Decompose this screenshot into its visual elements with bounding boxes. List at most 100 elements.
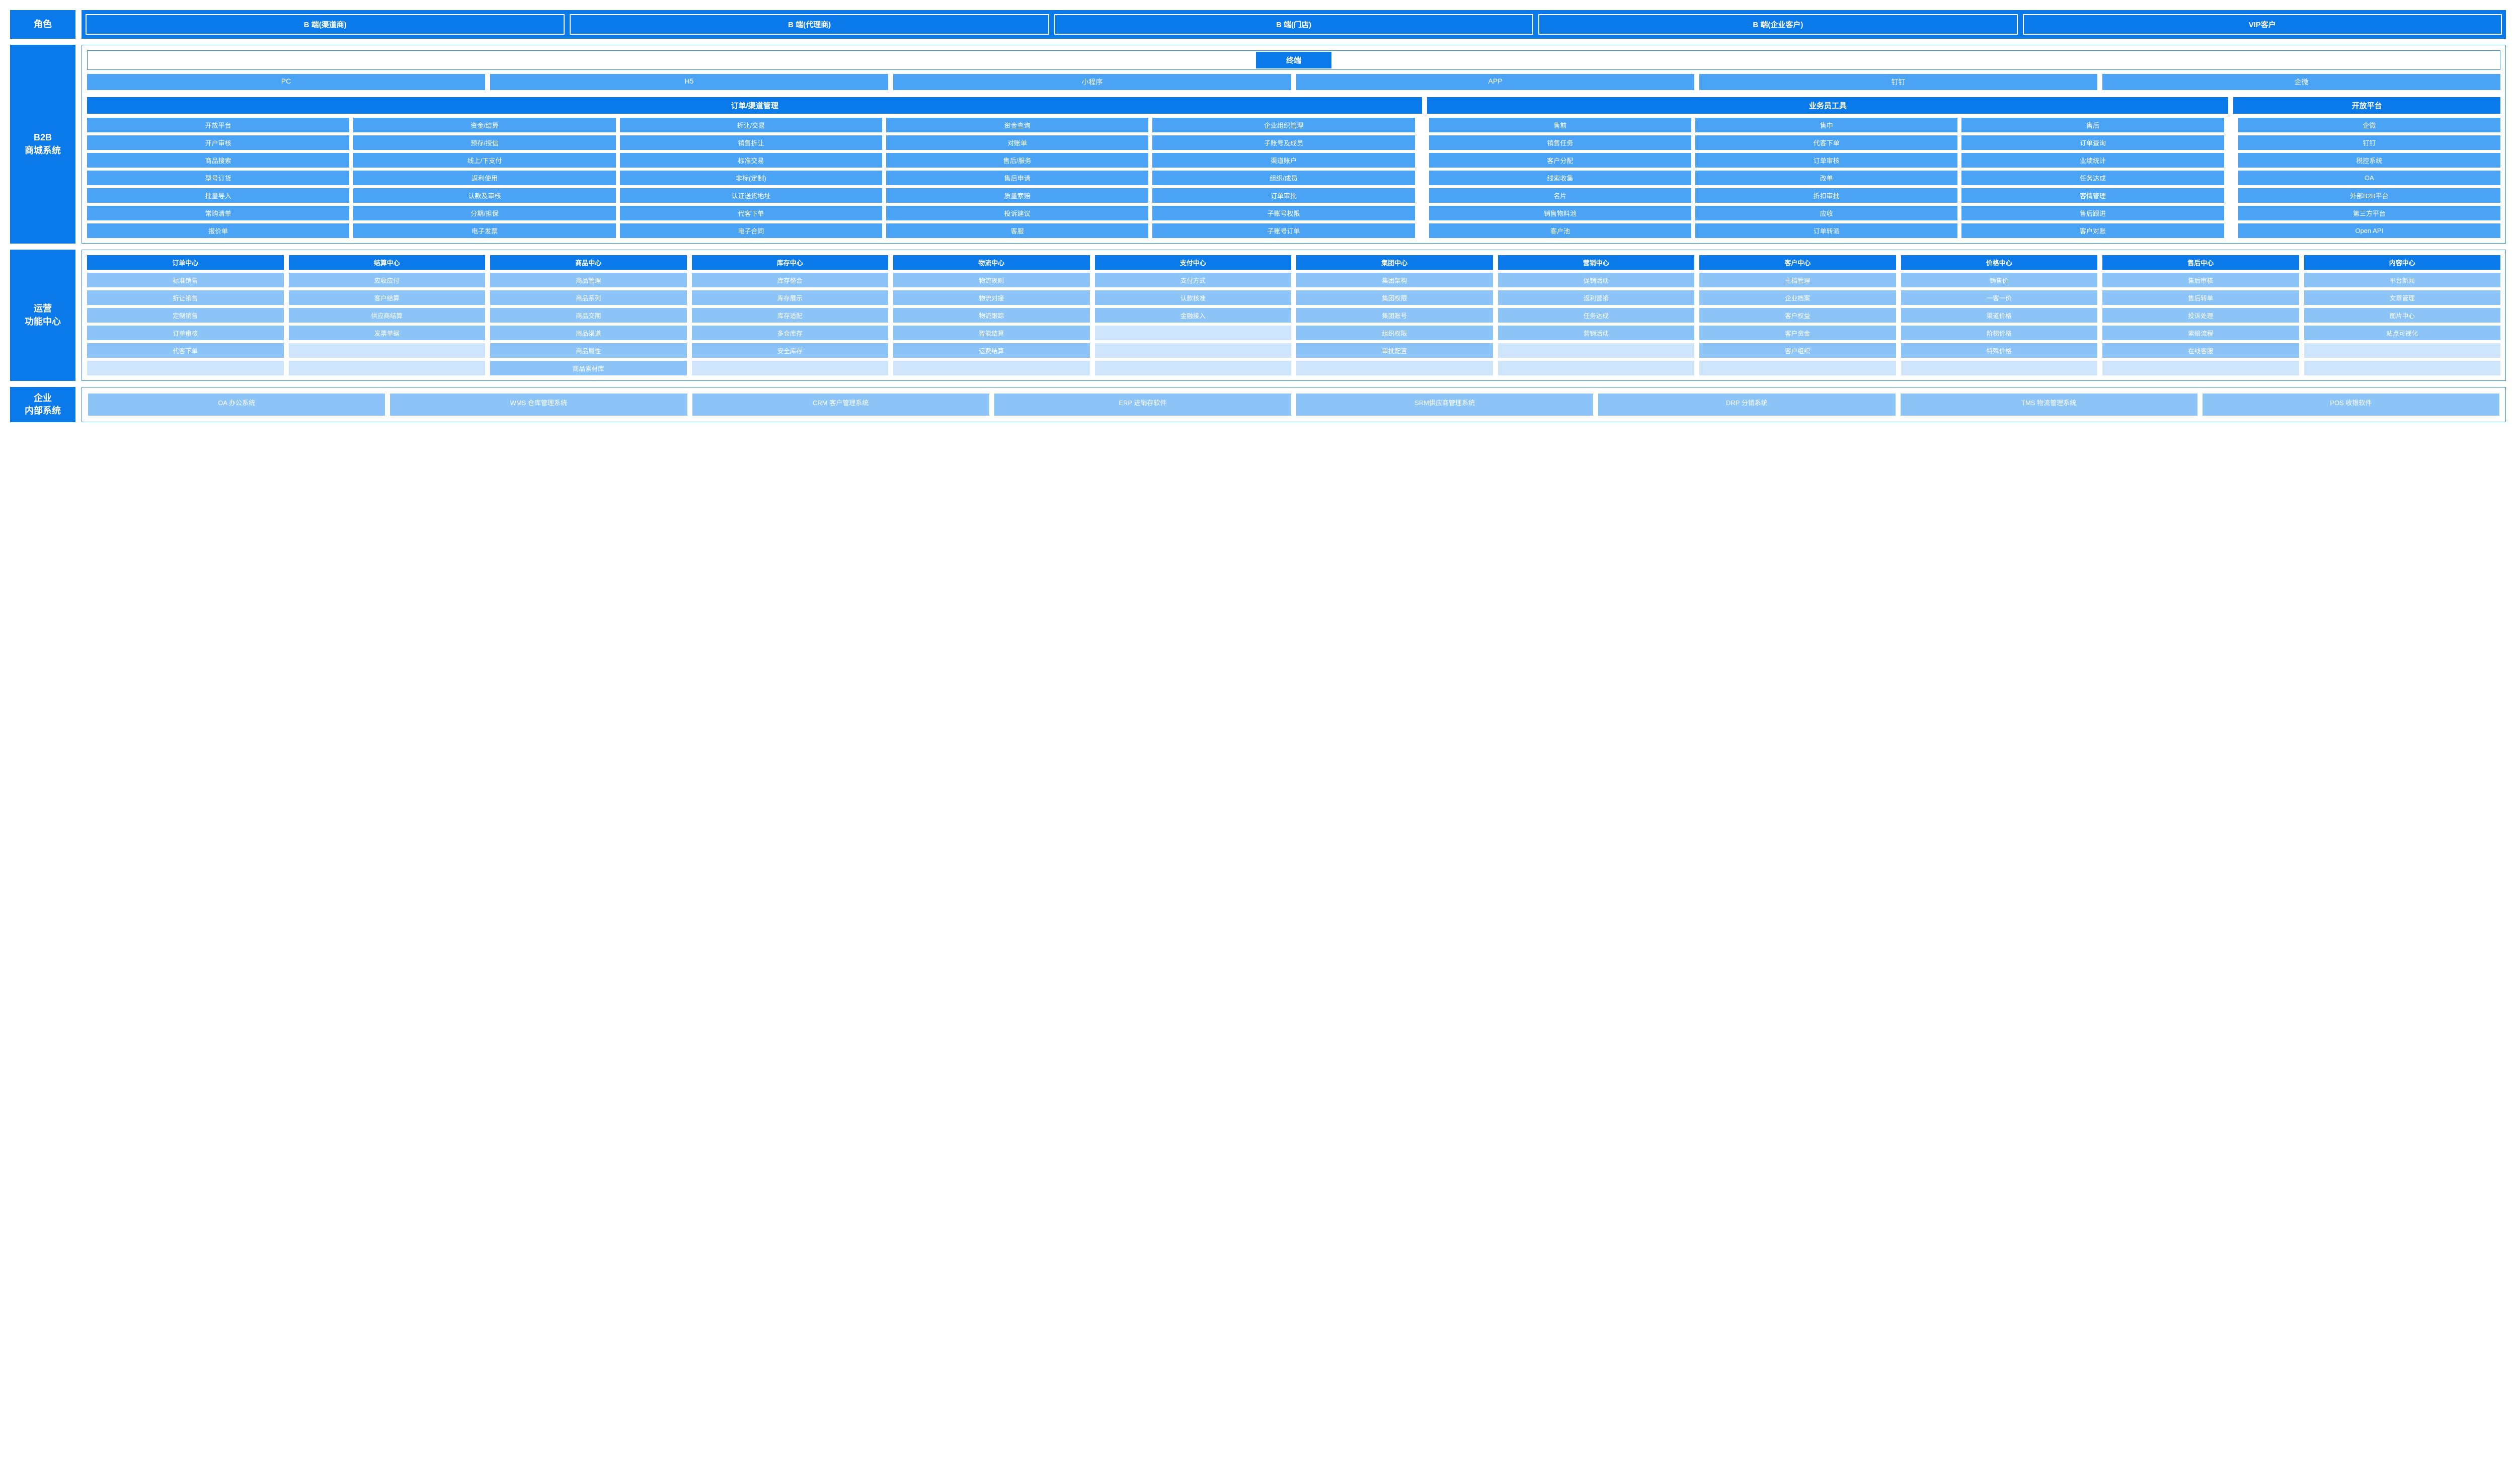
role-btn: B 端(门店): [1054, 14, 1533, 35]
ops-item: 销售价: [1901, 273, 2098, 287]
b2b-item: 资金/结算: [353, 118, 615, 132]
ops-item: 集团权限: [1296, 290, 1493, 305]
ops-head: 结算中心: [289, 255, 486, 270]
ops-item: 图片中心: [2304, 308, 2501, 323]
b2b-item: 应收: [1695, 206, 1957, 220]
terminal-header: 终端: [87, 50, 2500, 70]
ops-item: 返利营销: [1498, 290, 1695, 305]
enterprise-item: WMS 仓库管理系统: [390, 394, 687, 416]
ops-item: 索赔流程: [2102, 326, 2299, 340]
b2b-item: Open API: [2238, 223, 2500, 238]
b2b-item: 订单转派: [1695, 223, 1957, 238]
ops-item: [1095, 361, 1292, 375]
ops-item: [289, 343, 486, 358]
terminal-item: 钉钉: [1699, 74, 2097, 90]
b2b-item: 客情管理: [1961, 188, 2224, 203]
ops-item: [692, 361, 889, 375]
ops-item: 物流规则: [893, 273, 1090, 287]
terminal-item: H5: [490, 74, 888, 90]
ops-item: 库存整合: [692, 273, 889, 287]
ops-item: 平台新闻: [2304, 273, 2501, 287]
ops-item: 促销活动: [1498, 273, 1695, 287]
ops-head: 集团中心: [1296, 255, 1493, 270]
b2b-item: 订单审批: [1152, 188, 1414, 203]
ops-item: 库存展示: [692, 290, 889, 305]
terminal-row: PCH5小程序APP钉钉企微: [87, 74, 2500, 90]
ops-head: 商品中心: [490, 255, 687, 270]
b2b-item: 销售物料池: [1429, 206, 1691, 220]
ops-item: 客户结算: [289, 290, 486, 305]
b2b-item: 税控系统: [2238, 153, 2500, 168]
ops-item: 物流跟踪: [893, 308, 1090, 323]
architecture-diagram: 角色 B 端(渠道商)B 端(代理商)B 端(门店)B 端(企业客户)VIP客户…: [10, 10, 2506, 422]
ops-item: 发票单据: [289, 326, 486, 340]
b2b-item: 代客下单: [1695, 135, 1957, 150]
ops-item: 折让销售: [87, 290, 284, 305]
ops-item: 售后审核: [2102, 273, 2299, 287]
ops-item: 商品属性: [490, 343, 687, 358]
roles-bar: B 端(渠道商)B 端(代理商)B 端(门店)B 端(企业客户)VIP客户: [82, 10, 2506, 39]
terminal-item: 企微: [2102, 74, 2500, 90]
ops-item: 审批配置: [1296, 343, 1493, 358]
enterprise-item: DRP 分销系统: [1598, 394, 1895, 416]
b2b-item: 商品搜索: [87, 153, 349, 168]
terminal-item: APP: [1296, 74, 1694, 90]
b2b-item: 线上/下支付: [353, 153, 615, 168]
sec-order-channel: 订单/渠道管理: [87, 97, 1422, 114]
b2b-item: 子账号订单: [1152, 223, 1414, 238]
b2b-item: 售后/服务: [886, 153, 1148, 168]
role-btn: VIP客户: [2023, 14, 2502, 35]
b2b-item: 企业组织管理: [1152, 118, 1414, 132]
ops-item: 应收应付: [289, 273, 486, 287]
ops-item: 售后转单: [2102, 290, 2299, 305]
ops-head: 订单中心: [87, 255, 284, 270]
ops-item: 主档管理: [1699, 273, 1896, 287]
b2b-item: 返利使用: [353, 171, 615, 185]
ops-item: 渠道价格: [1901, 308, 2098, 323]
ops-item: [1095, 326, 1292, 340]
b2b-item: 销售任务: [1429, 135, 1691, 150]
ops-item: 商品管理: [490, 273, 687, 287]
b2b-item: 业绩统计: [1961, 153, 2224, 168]
ops-item: 认款核准: [1095, 290, 1292, 305]
b2b-item: 销售折让: [620, 135, 882, 150]
ops-item: [1498, 361, 1695, 375]
enterprise-item: POS 收银软件: [2203, 394, 2499, 416]
b2b-item: 名片: [1429, 188, 1691, 203]
b2b-item: 电子发票: [353, 223, 615, 238]
b2b-item: OA: [2238, 171, 2500, 185]
b2b-item: 批量导入: [87, 188, 349, 203]
ops-head: 售后中心: [2102, 255, 2299, 270]
terminal-item: PC: [87, 74, 485, 90]
ops-item: 客户资金: [1699, 326, 1896, 340]
b2b-item: 预存/授信: [353, 135, 615, 150]
ops-item: 组织权限: [1296, 326, 1493, 340]
ops-head: 客户中心: [1699, 255, 1896, 270]
b2b-item: 开放平台: [87, 118, 349, 132]
ops-item: 集团架构: [1296, 273, 1493, 287]
b2b-item: 质量索赔: [886, 188, 1148, 203]
terminal-title: 终端: [1256, 52, 1331, 68]
ops-item: 投诉处理: [2102, 308, 2299, 323]
ops-item: 支付方式: [1095, 273, 1292, 287]
b2b-item: 售前: [1429, 118, 1691, 132]
b2b-item: 线索收集: [1429, 171, 1691, 185]
ops-item: 商品系列: [490, 290, 687, 305]
ops-item: 商品素材库: [490, 361, 687, 375]
ops-item: 文章管理: [2304, 290, 2501, 305]
role-btn: B 端(企业客户): [1538, 14, 2017, 35]
ops-item: 一客一价: [1901, 290, 2098, 305]
b2b-item: 钉钉: [2238, 135, 2500, 150]
side-b2b: B2B商城系统: [10, 45, 75, 244]
ops-item: 营销活动: [1498, 326, 1695, 340]
ops-item: 阶梯价格: [1901, 326, 2098, 340]
ops-item: [2304, 361, 2501, 375]
b2b-item: 开户审核: [87, 135, 349, 150]
ops-item: 商品交期: [490, 308, 687, 323]
ops-head: 营销中心: [1498, 255, 1695, 270]
ops-item: 金融接入: [1095, 308, 1292, 323]
ops-item: 智能结算: [893, 326, 1090, 340]
ops-item: 商品渠道: [490, 326, 687, 340]
role-btn: B 端(代理商): [570, 14, 1049, 35]
ops-head: 支付中心: [1095, 255, 1292, 270]
